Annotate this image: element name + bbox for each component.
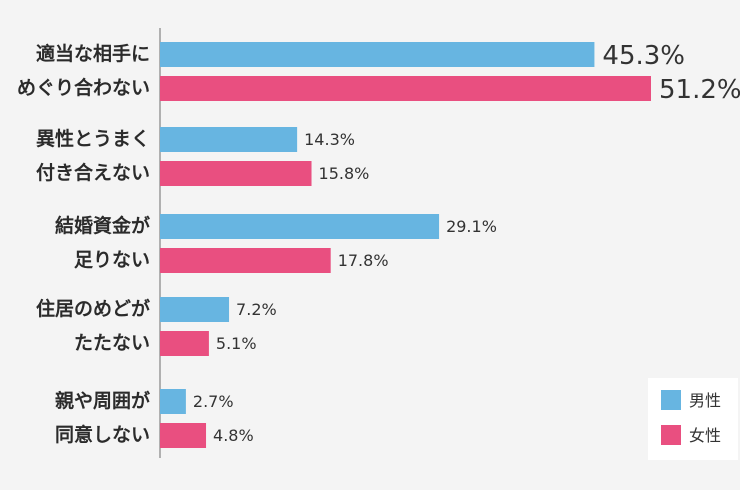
category-label-line: めぐり合わない [17,76,150,99]
bar-male [160,127,298,152]
legend-label-male: 男性 [689,391,721,410]
bar-female [160,76,651,101]
bar-male [160,389,186,414]
value-label-female: 17.8% [338,251,389,270]
category-label-line: 同意しない [55,423,150,446]
value-label-male: 45.3% [602,41,685,71]
bar-female [160,161,312,186]
bar-female [160,331,209,356]
legend-swatch-male [661,390,681,410]
value-label-male: 7.2% [236,300,277,319]
bar-male [160,214,440,239]
bar-female [160,248,331,273]
category-label-line: 結婚資金が [55,214,150,237]
category-label: 住居のめどがたたない [36,297,150,354]
legend-swatch-female [661,425,681,445]
category-label-line: 足りない [74,249,150,271]
value-label-female: 4.8% [213,426,254,445]
category-label: 異性とうまく付き合えない [36,127,150,184]
category-label-line: たたない [74,332,150,354]
bars-layer [160,42,651,448]
bar-male [160,42,595,67]
value-label-male: 14.3% [304,130,355,149]
legend: 男性 女性 [648,378,738,460]
bar-female [160,423,207,448]
category-label: 適当な相手にめぐり合わない [17,42,150,99]
value-label-male: 29.1% [446,217,497,236]
value-label-female: 51.2% [659,75,740,105]
category-label-line: 親や周囲が [55,389,150,412]
labels-layer: 適当な相手にめぐり合わない 45.3% 51.2% 異性とうまく付き合えない 14.3%… [17,41,740,446]
value-label-female: 15.8% [319,164,370,183]
category-label-line: 付き合えない [36,161,150,184]
category-label-line: 異性とうまく [36,127,150,150]
category-label-line: 適当な相手に [36,42,150,65]
category-label-line: 住居のめどが [36,297,150,320]
legend-label-female: 女性 [689,426,721,445]
value-label-female: 5.1% [216,334,257,353]
category-label: 親や周囲が同意しない [55,389,150,446]
value-label-male: 2.7% [193,392,234,411]
bar-male [160,297,230,322]
category-label: 結婚資金が足りない [55,214,150,271]
